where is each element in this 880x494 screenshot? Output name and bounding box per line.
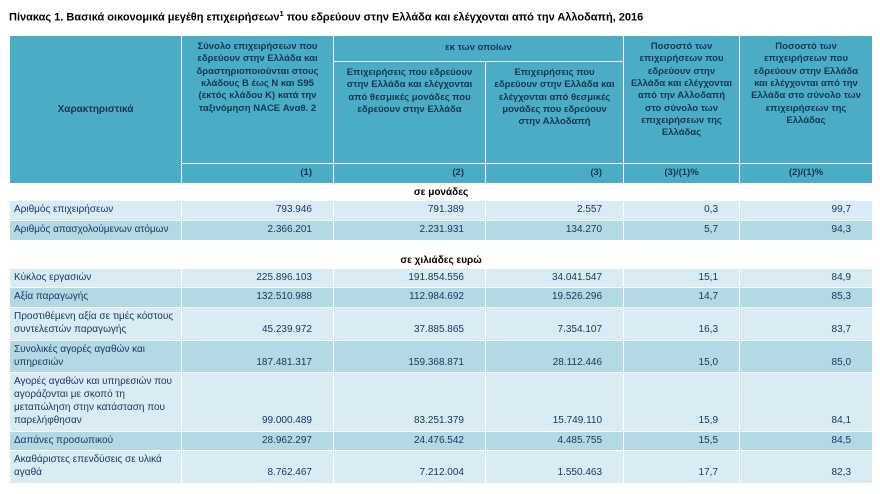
value-cell: 82,3 — [739, 450, 874, 484]
table-row: Προστιθέμενη αξία σε τιμές κόστους συντε… — [9, 307, 874, 341]
value-cell: 99,7 — [739, 199, 874, 221]
header-controlled-from-greece: Επιχειρήσεις που εδρεύουν στην Ελλάδα κα… — [333, 60, 486, 164]
value-cell: 793.946 — [181, 199, 334, 221]
value-cell: 134.270 — [484, 219, 625, 241]
value-cell: 94,3 — [739, 219, 874, 241]
value-cell: 28.112.446 — [484, 339, 625, 374]
value-cell: 112.984.692 — [333, 287, 486, 309]
value-cell: 225.896.103 — [181, 267, 334, 289]
row-label: Αγορές αγαθών και υπηρεσιών που αγοράζον… — [9, 372, 182, 432]
value-cell: 1.550.463 — [484, 450, 625, 484]
row-label: Κύκλος εργασιών — [9, 267, 182, 289]
table-row: Ακαθάριστες επενδύσεις σε υλικά αγαθά 8.… — [9, 450, 874, 484]
table-row: Αξία παραγωγής 132.510.988 112.984.692 1… — [9, 287, 874, 309]
page: Πίνακας 1. Βασικά οικονομικά μεγέθη επιχ… — [8, 9, 874, 484]
value-cell: 85,0 — [739, 339, 874, 374]
table-title-text: Πίνακας 1. Βασικά οικονομικά μεγέθη επιχ… — [9, 11, 280, 24]
value-cell: 84,5 — [739, 430, 874, 452]
header-total-enterprises: Σύνολο επιχειρήσεων που εδρεύουν στην Ελ… — [181, 34, 334, 164]
table-title: Πίνακας 1. Βασικά οικονομικά μεγέθη επιχ… — [9, 9, 872, 25]
value-cell: 8.762.467 — [181, 450, 334, 484]
value-cell: 159.368.871 — [333, 339, 486, 374]
row-label: Αριθμός απασχολούμενων ατόμων — [9, 219, 182, 241]
value-cell: 84,9 — [739, 267, 874, 289]
value-cell: 16,3 — [623, 307, 741, 341]
value-cell: 0,3 — [623, 199, 741, 221]
section-label: σε χιλιάδες ευρώ — [8, 239, 874, 269]
column-code-ratio-3-1: (3)/(1)% — [623, 162, 741, 184]
value-cell: 191.854.556 — [333, 267, 486, 289]
section-band-units: σε μονάδες — [8, 182, 874, 201]
economic-data-table: Χαρακτηριστικά Σύνολο επιχειρήσεων που ε… — [8, 34, 874, 484]
header-characteristics: Χαρακτηριστικά — [9, 34, 182, 184]
column-code-3: (3) — [484, 162, 625, 184]
header-pct-foreign-controlled: Ποσοστό των επιχειρήσεων που εδρεύουν στ… — [623, 34, 741, 164]
value-cell: 83,7 — [739, 307, 874, 341]
value-cell: 2.557 — [484, 199, 625, 221]
value-cell: 2.366.201 — [181, 219, 334, 241]
row-label: Συνολικές αγορές αγαθών και υπηρεσιών — [9, 339, 182, 374]
table-row: Δαπάνες προσωπικού 28.962.297 24.476.542… — [9, 430, 874, 452]
value-cell: 7.212.004 — [333, 450, 486, 484]
row-label: Δαπάνες προσωπικού — [9, 430, 182, 452]
column-code-1: (1) — [181, 162, 334, 184]
value-cell: 15,0 — [623, 339, 741, 374]
footnote-marker: 1 — [279, 9, 284, 18]
table-row: Αριθμός απασχολούμενων ατόμων 2.366.201 … — [9, 219, 874, 241]
value-cell: 34.041.547 — [484, 267, 625, 289]
header-of-which: εκ των οποίων — [332, 34, 625, 62]
value-cell: 24.476.542 — [333, 430, 486, 452]
value-cell: 132.510.988 — [181, 287, 334, 309]
value-cell: 15.749.110 — [484, 372, 625, 432]
table-row: Συνολικές αγορές αγαθών και υπηρεσιών 18… — [9, 339, 874, 374]
value-cell: 19.526.296 — [484, 287, 625, 309]
value-cell: 14,7 — [623, 287, 741, 309]
value-cell: 37.885.865 — [333, 307, 486, 341]
row-label: Αξία παραγωγής — [9, 287, 182, 309]
header-controlled-from-abroad: Επιχειρήσεις που εδρεύουν στην Ελλάδα κα… — [484, 60, 625, 164]
value-cell: 99.000.489 — [181, 372, 334, 432]
header-row-codes: (1) (2) (3) (3)/(1)% (2)/(1)% — [10, 162, 874, 184]
value-cell: 791.389 — [333, 199, 486, 221]
value-cell: 7.354.107 — [484, 307, 625, 341]
table-row: Κύκλος εργασιών 225.896.103 191.854.556 … — [9, 267, 874, 289]
value-cell: 5,7 — [623, 219, 741, 241]
table-title-rest: που εδρεύουν στην Ελλάδα και ελέγχονται … — [283, 11, 644, 24]
table-row: Αριθμός επιχειρήσεων 793.946 791.389 2.5… — [9, 199, 874, 221]
value-cell: 15,5 — [623, 430, 741, 452]
value-cell: 84,1 — [739, 372, 874, 432]
section-band-thousands-euro: σε χιλιάδες ευρώ — [8, 239, 874, 269]
header-row-top: Χαρακτηριστικά Σύνολο επιχειρήσεων που ε… — [9, 34, 874, 184]
value-cell: 85,3 — [739, 287, 874, 309]
table-row: Αγορές αγαθών και υπηρεσιών που αγοράζον… — [9, 372, 874, 432]
value-cell: 187.481.317 — [181, 339, 334, 374]
header-row-sub: Επιχειρήσεις που εδρεύουν στην Ελλάδα κα… — [10, 60, 873, 164]
column-code-ratio-2-1: (2)/(1)% — [739, 162, 874, 184]
row-label: Αριθμός επιχειρήσεων — [9, 199, 182, 221]
value-cell: 15,1 — [623, 267, 741, 289]
value-cell: 2.231.931 — [333, 219, 486, 241]
value-cell: 45.239.972 — [181, 307, 334, 341]
value-cell: 4.485.755 — [484, 430, 625, 452]
value-cell: 28.962.297 — [181, 430, 334, 452]
value-cell: 17,7 — [623, 450, 741, 484]
column-code-2: (2) — [333, 162, 486, 184]
row-label: Ακαθάριστες επενδύσεις σε υλικά αγαθά — [9, 450, 182, 484]
row-label: Προστιθέμενη αξία σε τιμές κόστους συντε… — [9, 307, 182, 341]
value-cell: 15,9 — [623, 372, 741, 432]
section-label: σε μονάδες — [8, 182, 874, 201]
header-pct-greek-controlled: Ποσοστό των επιχειρήσεων που εδρεύουν στ… — [739, 34, 874, 164]
value-cell: 83.251.379 — [333, 372, 486, 432]
